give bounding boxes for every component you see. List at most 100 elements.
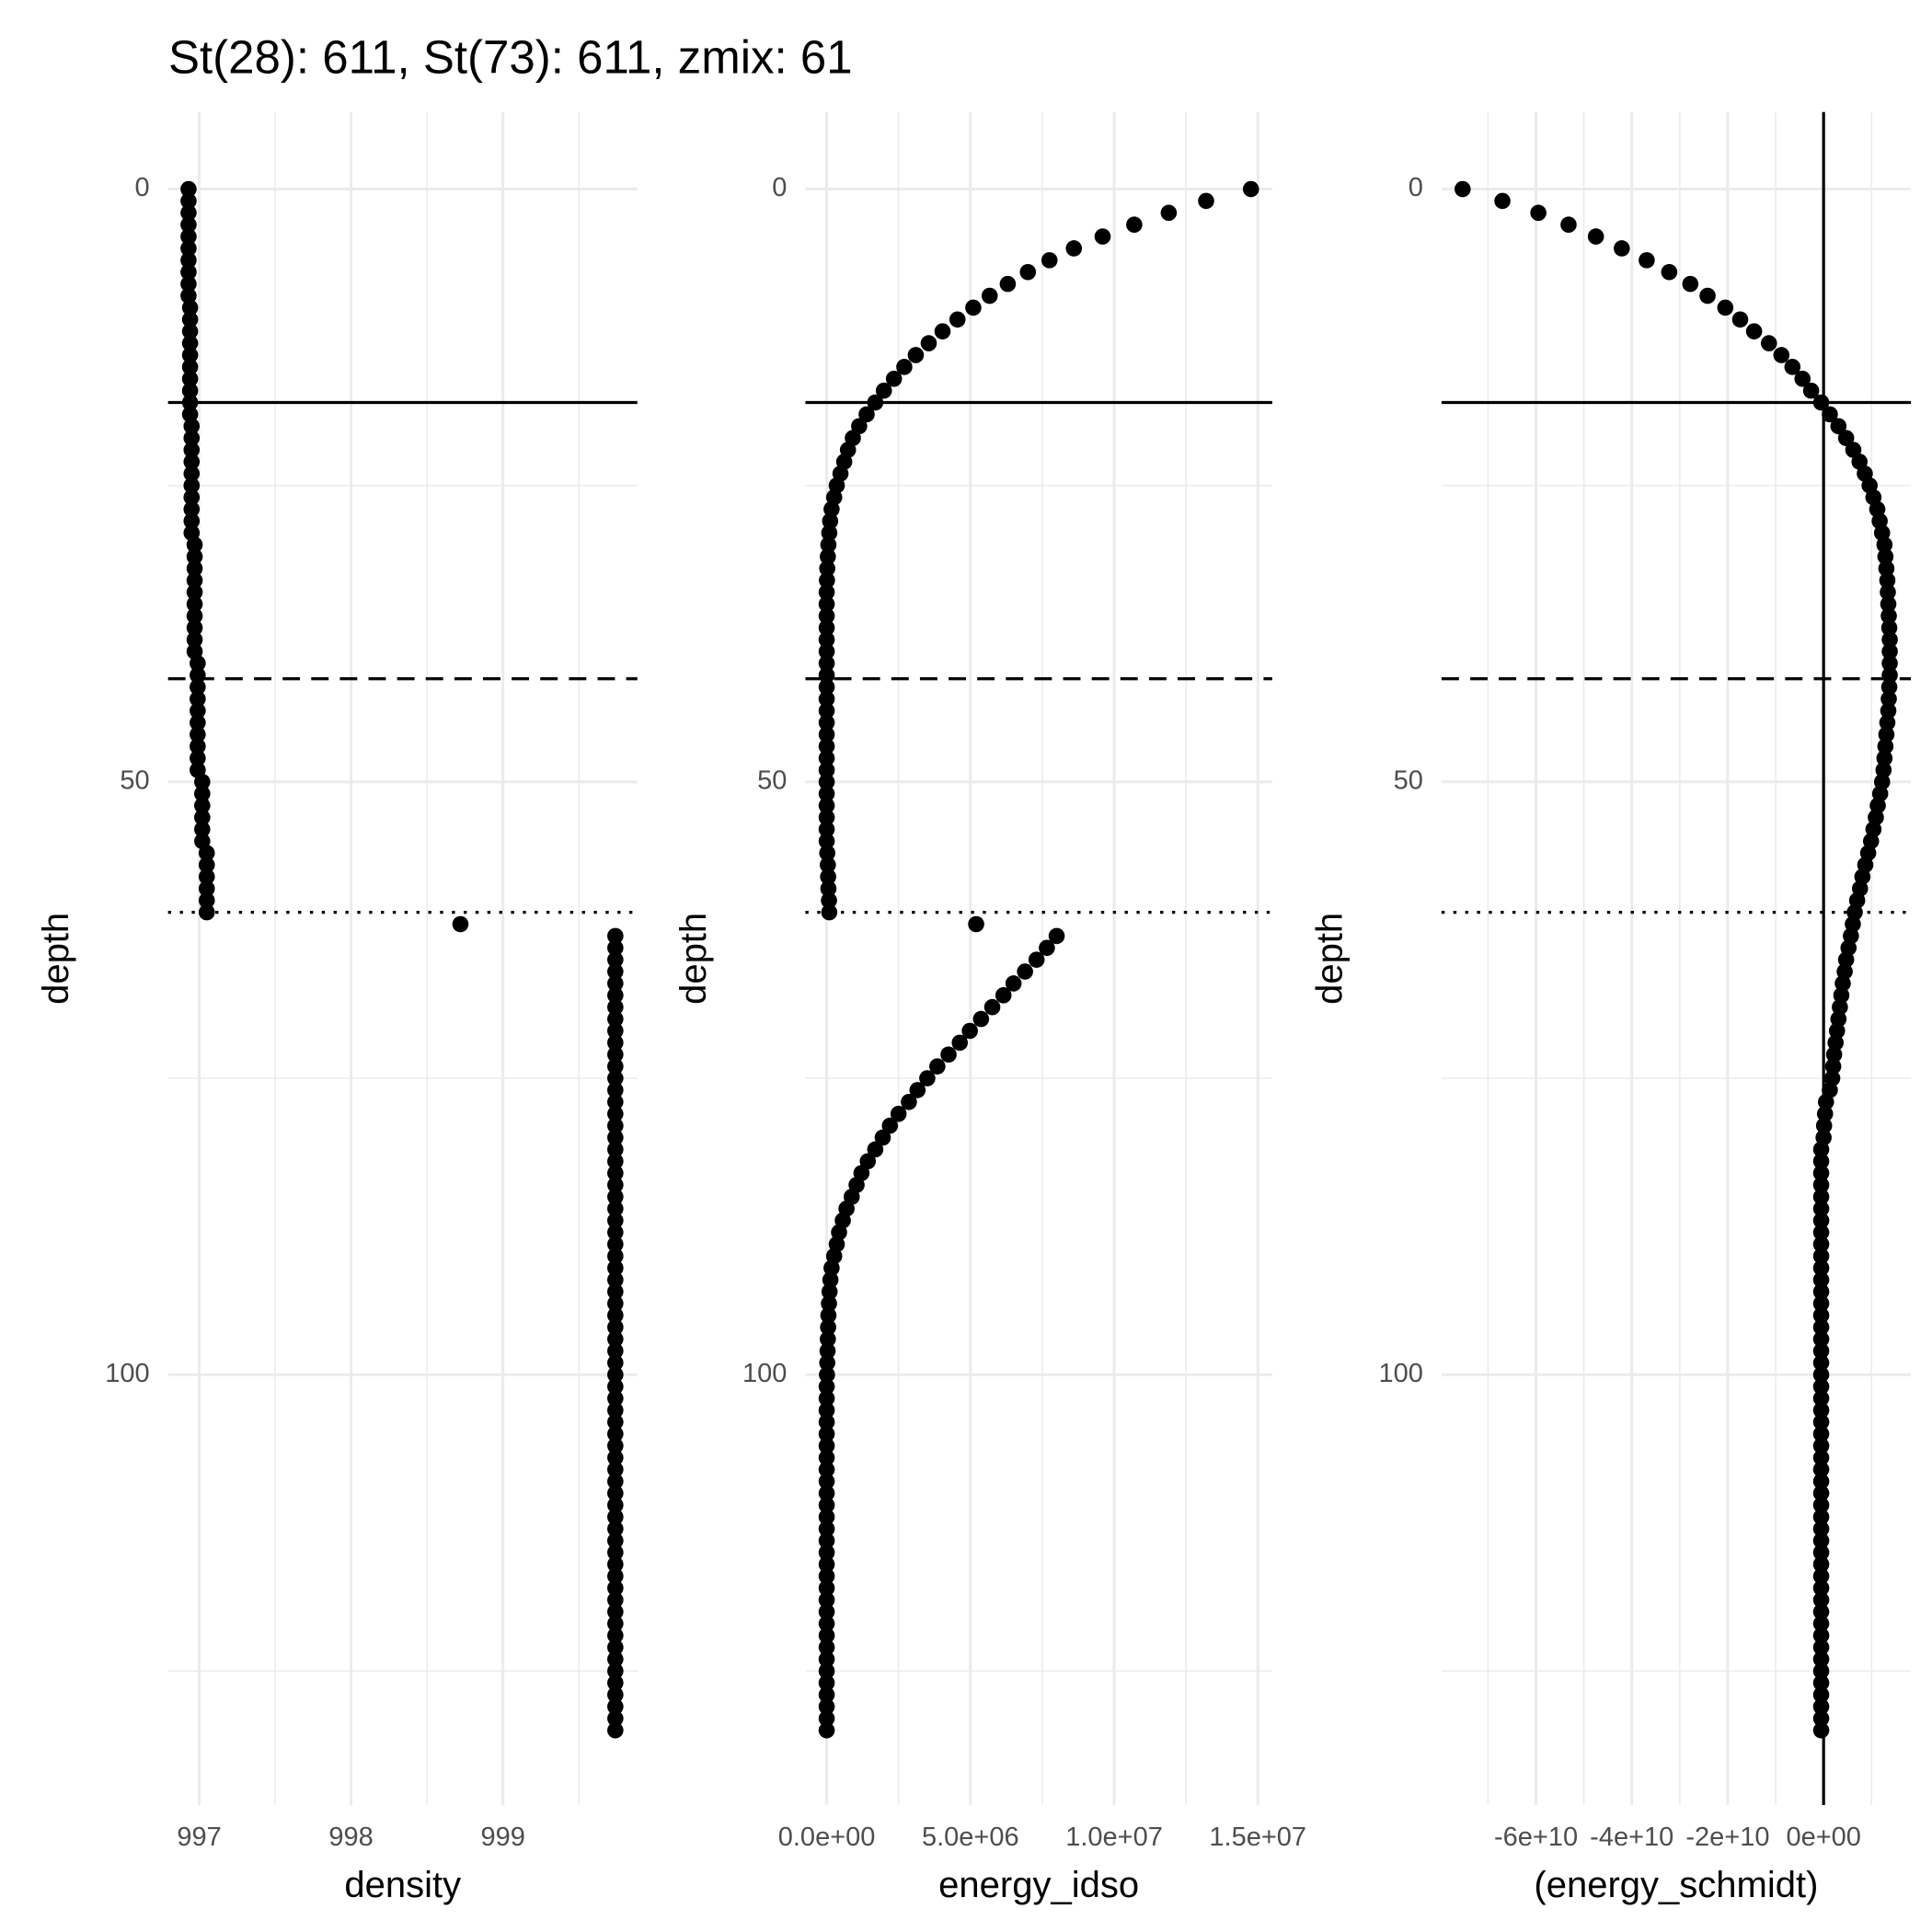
point xyxy=(881,1117,899,1134)
point xyxy=(818,1604,835,1620)
point xyxy=(607,1070,624,1087)
point xyxy=(1812,1153,1830,1170)
point xyxy=(607,1722,624,1739)
point xyxy=(818,619,835,637)
point xyxy=(181,323,199,339)
point xyxy=(1880,607,1897,625)
point xyxy=(1587,228,1604,245)
point xyxy=(181,359,199,375)
point xyxy=(818,1556,835,1573)
point xyxy=(1160,204,1178,222)
point xyxy=(198,880,215,897)
point xyxy=(607,1710,624,1727)
point xyxy=(194,821,211,838)
point xyxy=(1773,347,1790,363)
point xyxy=(1784,359,1801,375)
point xyxy=(607,1212,624,1229)
point xyxy=(1812,1449,1830,1466)
point xyxy=(1717,299,1734,316)
point xyxy=(818,595,835,613)
point xyxy=(818,643,835,660)
point xyxy=(607,1330,624,1348)
point xyxy=(607,1390,624,1407)
point xyxy=(607,1674,624,1692)
point xyxy=(1812,1722,1830,1739)
point xyxy=(818,1616,835,1632)
point xyxy=(1837,951,1855,968)
point xyxy=(920,335,937,351)
point xyxy=(818,1509,835,1525)
point xyxy=(983,998,1001,1016)
y-tick-label: 50 xyxy=(1394,766,1423,796)
point xyxy=(607,1509,624,1525)
point xyxy=(607,1034,624,1052)
point xyxy=(607,1402,624,1419)
point xyxy=(607,1094,624,1110)
point xyxy=(818,1674,835,1692)
point xyxy=(874,1129,891,1146)
point xyxy=(607,987,624,1004)
point xyxy=(1812,1592,1830,1608)
point xyxy=(1455,180,1471,198)
point xyxy=(1812,1580,1830,1596)
point xyxy=(1812,1177,1830,1193)
point xyxy=(198,857,215,873)
point xyxy=(1881,667,1898,684)
point xyxy=(1017,963,1033,980)
point xyxy=(1812,1318,1830,1336)
point xyxy=(190,678,206,696)
point xyxy=(180,275,197,293)
x-tick-label: 1.5e+07 xyxy=(1209,1823,1306,1852)
point xyxy=(1802,382,1820,399)
point xyxy=(607,1318,624,1336)
point xyxy=(607,1224,624,1241)
point xyxy=(1880,678,1898,696)
point xyxy=(1834,975,1851,992)
point xyxy=(180,192,197,210)
point xyxy=(1019,263,1037,281)
point xyxy=(818,1532,835,1549)
point xyxy=(821,1283,838,1300)
point xyxy=(1812,1141,1830,1158)
point xyxy=(183,477,201,494)
y-tick-label: 0 xyxy=(1409,173,1423,202)
point xyxy=(1005,975,1022,992)
point xyxy=(607,1425,624,1443)
point xyxy=(1028,951,1045,968)
point xyxy=(875,382,892,399)
point xyxy=(1745,323,1763,339)
point xyxy=(1812,1236,1830,1253)
point xyxy=(183,512,201,530)
point xyxy=(1242,180,1259,198)
point xyxy=(607,1117,624,1134)
point xyxy=(1812,1425,1830,1443)
point xyxy=(186,619,203,637)
point xyxy=(818,655,835,672)
point xyxy=(819,1354,835,1372)
point xyxy=(1812,1437,1830,1455)
point xyxy=(821,903,838,921)
x-tick-label: 998 xyxy=(328,1823,373,1852)
point xyxy=(607,1189,624,1205)
point xyxy=(934,323,951,339)
point xyxy=(1812,1306,1830,1324)
point xyxy=(820,1318,836,1336)
point xyxy=(190,726,206,743)
point xyxy=(818,1544,835,1561)
point xyxy=(1812,1473,1830,1489)
point xyxy=(607,975,624,992)
point xyxy=(820,548,836,565)
point xyxy=(183,500,201,518)
point xyxy=(1812,1568,1830,1585)
point xyxy=(183,418,201,435)
point xyxy=(821,524,838,542)
y-tick-label: 50 xyxy=(120,766,149,796)
point xyxy=(867,1141,884,1158)
point xyxy=(1614,240,1630,257)
point xyxy=(607,1058,624,1075)
y-axis-label: depth xyxy=(673,913,714,1005)
point xyxy=(972,1010,990,1028)
point xyxy=(818,1662,835,1680)
point xyxy=(818,1639,835,1656)
